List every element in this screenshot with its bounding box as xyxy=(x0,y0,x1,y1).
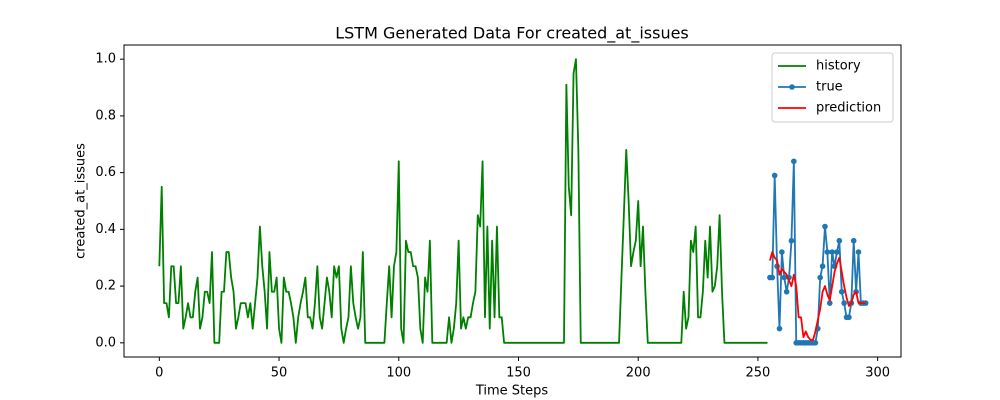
legend-label: prediction xyxy=(816,101,881,116)
series-line xyxy=(769,251,866,341)
series-point xyxy=(769,274,776,281)
series-point xyxy=(779,249,785,255)
series-point xyxy=(855,249,862,255)
x-tick-label: 150 xyxy=(506,366,531,381)
series-point xyxy=(776,325,783,332)
y-tick-label: 0.8 xyxy=(95,108,116,123)
x-axis-label: Time Steps xyxy=(475,384,549,399)
series-point xyxy=(819,263,826,270)
x-tick-label: 50 xyxy=(271,366,288,381)
series-point xyxy=(822,223,828,230)
y-axis-label: created_at_issues xyxy=(74,143,89,259)
series-point xyxy=(850,237,857,244)
series-point xyxy=(781,274,788,281)
series-point xyxy=(826,300,833,306)
y-tick-label: 0.4 xyxy=(95,222,116,237)
plot-frame xyxy=(123,44,902,358)
series-point xyxy=(838,288,845,295)
series-point xyxy=(783,288,790,295)
y-tick-label: 0.0 xyxy=(95,335,116,350)
series-point xyxy=(846,314,852,321)
legend-marker xyxy=(789,84,795,90)
x-tick-label: 300 xyxy=(865,366,890,381)
legend-label: true xyxy=(816,80,843,95)
x-tick-label: 0 xyxy=(155,366,163,381)
series-point xyxy=(834,249,840,255)
chart-title: LSTM Generated Data For created_at_issue… xyxy=(335,24,689,44)
series-point xyxy=(829,249,835,255)
series-point xyxy=(812,340,819,346)
x-tick-label: 100 xyxy=(386,366,411,381)
series-point xyxy=(824,249,831,255)
series-line xyxy=(158,58,768,344)
legend-box xyxy=(771,52,894,123)
x-tick-label: 200 xyxy=(626,366,651,381)
legend-label: history xyxy=(816,59,861,74)
series-point xyxy=(791,158,797,165)
x-tick-label: 250 xyxy=(746,366,771,381)
series-point xyxy=(836,237,843,244)
series-point xyxy=(788,237,795,244)
y-tick-label: 1.0 xyxy=(95,52,116,67)
y-tick-label: 0.2 xyxy=(95,279,116,294)
series-point xyxy=(841,300,847,306)
series-point xyxy=(771,172,778,179)
series-point xyxy=(862,300,869,306)
y-tick-label: 0.6 xyxy=(95,165,116,180)
series-point xyxy=(817,274,823,281)
